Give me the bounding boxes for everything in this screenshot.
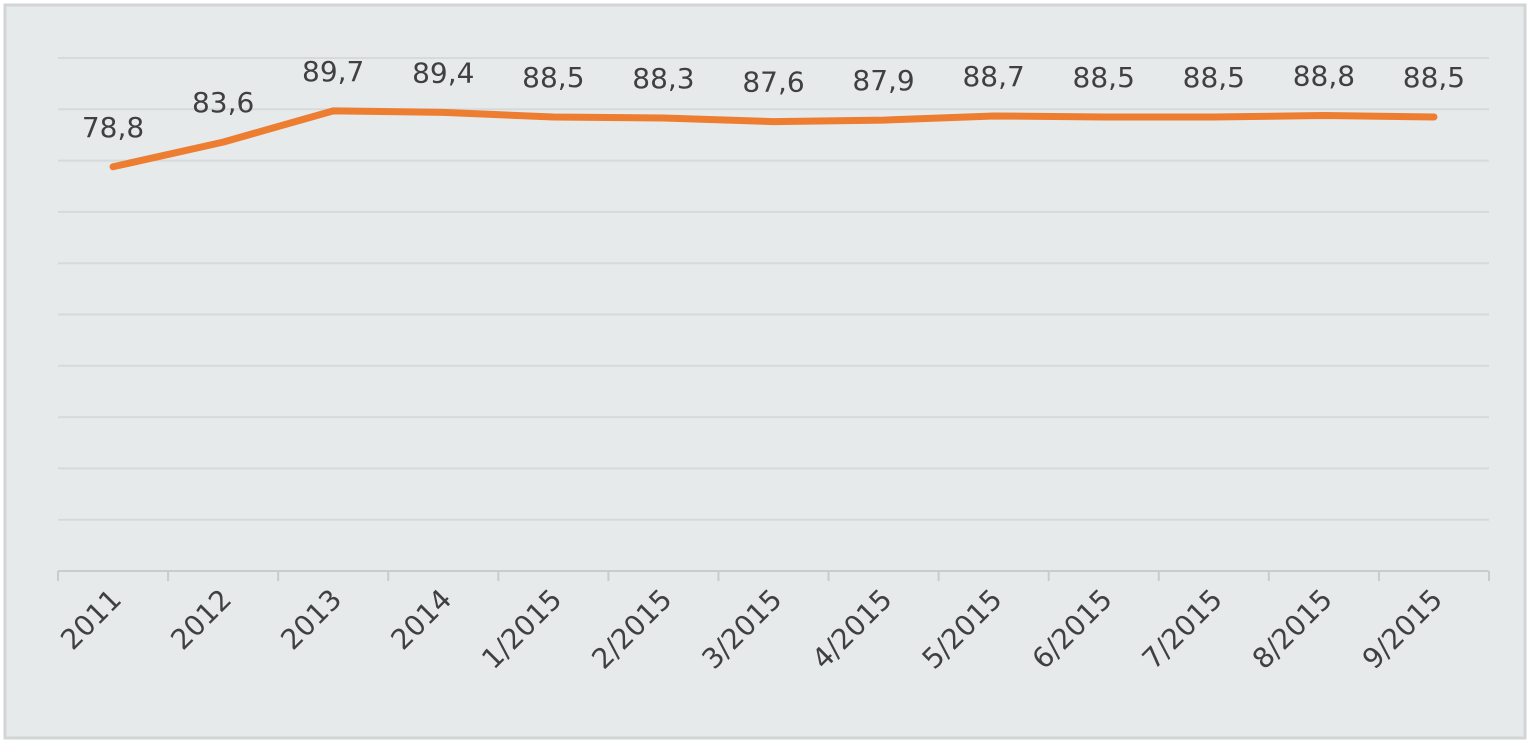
data-label: 88,5 [1183,61,1245,94]
data-label: 87,9 [852,64,914,97]
series-line [109,107,1438,171]
data-label: 89,4 [412,56,474,89]
data-label: 88,7 [962,60,1024,93]
data-label: 88,5 [522,61,584,94]
data-label: 88,3 [632,62,694,95]
data-label: 88,8 [1293,59,1355,92]
data-label: 78,8 [82,111,144,144]
data-label: 87,6 [742,66,804,99]
data-label: 88,5 [1403,61,1465,94]
chart-background [3,3,1527,740]
data-label: 89,7 [302,55,364,88]
data-label: 88,5 [1073,61,1135,94]
data-label: 83,6 [192,86,254,119]
